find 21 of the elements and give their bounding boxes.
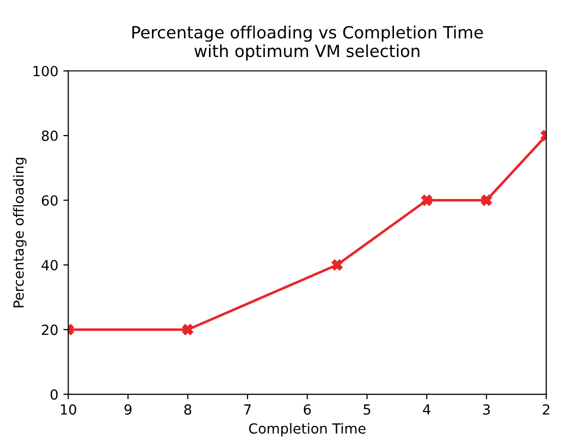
- x-tick-label: 4: [423, 404, 430, 415]
- y-axis-title: Percentage offloading: [13, 158, 26, 308]
- y-tick-label: 20: [42, 324, 58, 336]
- x-tick-label: 6: [304, 404, 311, 415]
- x-tick-label: 8: [184, 404, 192, 415]
- point: [480, 194, 492, 206]
- point: [421, 194, 432, 206]
- y-tick-label: 80: [42, 130, 58, 142]
- x-tick-label: 2: [542, 404, 550, 415]
- x-tick-label: 10: [60, 404, 76, 415]
- chart-title: Percentage offloading vs Completion Time with optimum VM selection: [132, 26, 483, 60]
- y-tick-label: 60: [42, 195, 58, 206]
- y-tick-label: 0: [50, 389, 58, 400]
- y-tick-label: 100: [34, 66, 58, 76]
- point: [332, 259, 343, 270]
- x-tick-label: 5: [364, 404, 370, 415]
- x-tick-label: 9: [124, 404, 132, 415]
- x-axis-title: Completion Time: [249, 422, 366, 436]
- x-tick-label: 7: [244, 404, 251, 415]
- y-tick-label: 40: [42, 260, 58, 270]
- x-tick-label: 3: [483, 404, 490, 415]
